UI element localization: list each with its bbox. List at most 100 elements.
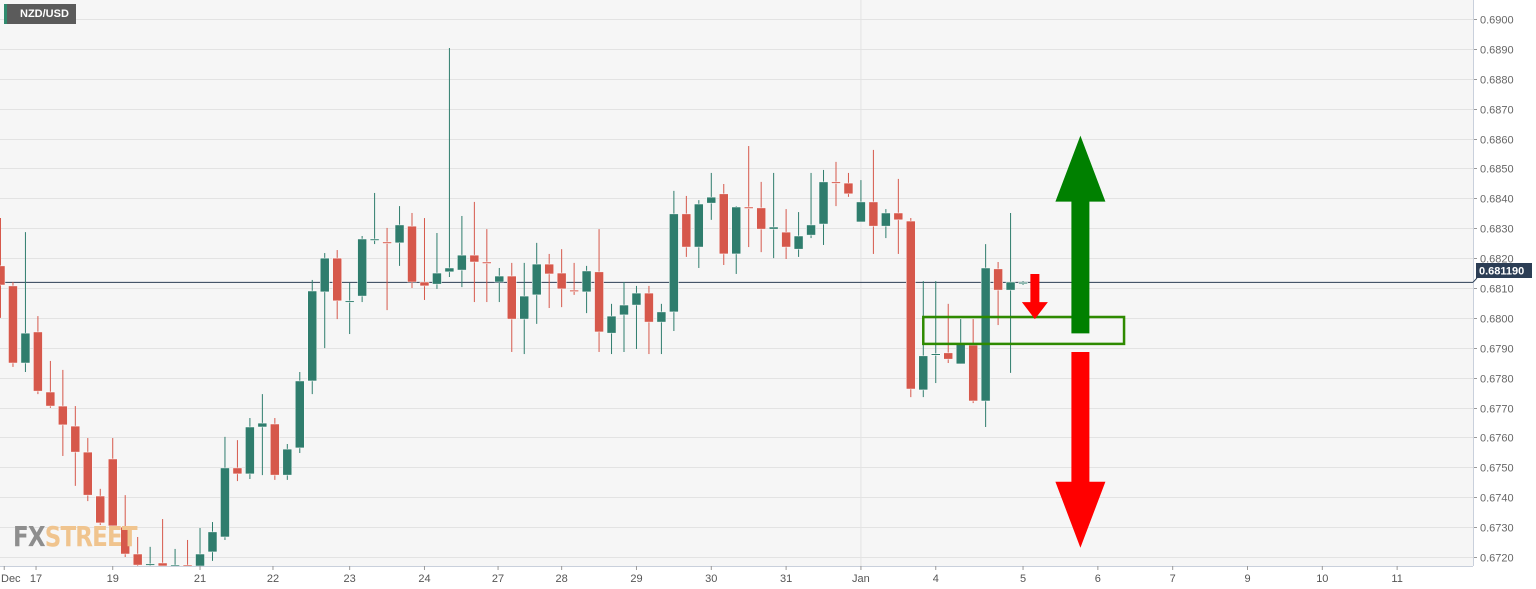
x-tick-label: 30 xyxy=(705,573,717,585)
candle xyxy=(644,285,654,355)
candle xyxy=(669,190,679,332)
y-axis[interactable]: 0.6900 0.6890 0.6880 0.6870 0.6860 0.6850 0.68… xyxy=(1472,0,1532,566)
candle-body xyxy=(694,203,704,248)
candle xyxy=(432,233,442,289)
x-tick-label: 9 xyxy=(1244,573,1250,585)
candle-body xyxy=(831,181,841,184)
candle-body xyxy=(195,553,205,567)
candle-body xyxy=(482,261,492,264)
candle-body xyxy=(743,206,754,209)
fxstreet-logo: FXSTREET xyxy=(13,520,138,553)
candle xyxy=(344,282,355,335)
x-tick-label: 21 xyxy=(194,573,206,585)
candle xyxy=(0,218,6,318)
y-tick-label: 0.6880 xyxy=(1480,75,1514,87)
candle xyxy=(145,546,155,566)
candle-body xyxy=(781,231,791,248)
candle xyxy=(806,172,816,239)
candle xyxy=(756,181,766,253)
y-tick-label: 0.6760 xyxy=(1480,433,1514,445)
small-arrow-down-icon xyxy=(1021,273,1048,320)
candle xyxy=(382,227,392,311)
candle xyxy=(868,149,879,254)
candle-body xyxy=(457,254,467,271)
candle xyxy=(793,212,804,257)
candle-body xyxy=(993,268,1003,291)
x-tick-label: 28 xyxy=(556,573,568,585)
candle-body xyxy=(768,226,779,230)
x-tick-label: 5 xyxy=(1020,573,1026,585)
candle-body xyxy=(544,263,554,275)
candle xyxy=(83,438,93,502)
candle xyxy=(45,360,56,408)
last-price-label: 0.681190 xyxy=(1479,266,1524,278)
candle-body xyxy=(706,196,717,204)
candle-body xyxy=(656,311,667,323)
candle xyxy=(307,279,317,395)
candle-body xyxy=(33,331,43,392)
candle-body xyxy=(631,292,642,306)
candle-body xyxy=(843,182,854,195)
candle xyxy=(619,282,629,352)
x-tick-label: 17 xyxy=(30,573,42,585)
candle xyxy=(295,371,305,453)
candle-body xyxy=(943,352,953,360)
candle-body xyxy=(1005,281,1016,291)
x-tick-label: Dec xyxy=(1,573,21,585)
candle xyxy=(469,201,480,303)
candle-body xyxy=(282,448,293,476)
x-tick-label: 6 xyxy=(1095,573,1101,585)
candle-body xyxy=(132,553,143,566)
candle xyxy=(768,172,779,259)
candle xyxy=(931,281,941,384)
candle xyxy=(1018,281,1028,286)
candle-body xyxy=(955,342,966,365)
x-axis[interactable]: Dec 17 19 21 22 23 24 27 28 29 30 31 Jan 4 5 6 7 9 10 11 xyxy=(0,566,1473,585)
x-tick-label: 11 xyxy=(1391,573,1402,585)
candle xyxy=(419,218,430,300)
candle xyxy=(8,282,18,367)
candle-body xyxy=(531,263,542,296)
support-zone-box xyxy=(922,315,1126,346)
y-tick-label: 0.6890 xyxy=(1480,45,1514,57)
candle-body xyxy=(319,257,330,293)
candle-body xyxy=(494,275,505,283)
candle xyxy=(70,406,81,486)
x-tick-label: 22 xyxy=(267,573,279,585)
candle-body xyxy=(719,193,729,255)
candle xyxy=(881,209,891,239)
x-tick-label: 4 xyxy=(933,573,939,585)
candle xyxy=(743,146,754,248)
x-tick-label: 27 xyxy=(492,573,504,585)
candle-body xyxy=(245,426,255,475)
candle-body xyxy=(120,526,130,555)
y-tick-label: 0.6840 xyxy=(1480,194,1514,206)
candle-body xyxy=(569,289,579,292)
candle-body xyxy=(1018,282,1028,285)
candle xyxy=(482,229,492,303)
candle xyxy=(893,178,904,254)
symbol-label: NZD/USD xyxy=(4,4,76,24)
y-tick-label: 0.6740 xyxy=(1480,493,1514,505)
candle xyxy=(58,369,68,456)
candle-body xyxy=(507,275,517,320)
candle-body xyxy=(257,422,268,428)
gridlines xyxy=(0,0,1473,566)
candle xyxy=(20,232,31,372)
candle-body xyxy=(931,353,941,356)
x-tick-label: 7 xyxy=(1170,573,1176,585)
y-tick-label: 0.6780 xyxy=(1480,374,1514,386)
candle-body xyxy=(806,224,816,236)
candle-body xyxy=(332,257,342,302)
last-price-badge xyxy=(1476,263,1532,278)
candle xyxy=(519,262,529,355)
candle xyxy=(681,195,692,257)
y-tick-label: 0.6770 xyxy=(1480,404,1514,416)
candle xyxy=(781,209,791,260)
candle xyxy=(706,172,717,220)
y-tick-label: 0.6750 xyxy=(1480,463,1514,475)
candle xyxy=(232,440,243,482)
candle-body xyxy=(107,458,118,527)
candle-body xyxy=(918,355,929,391)
